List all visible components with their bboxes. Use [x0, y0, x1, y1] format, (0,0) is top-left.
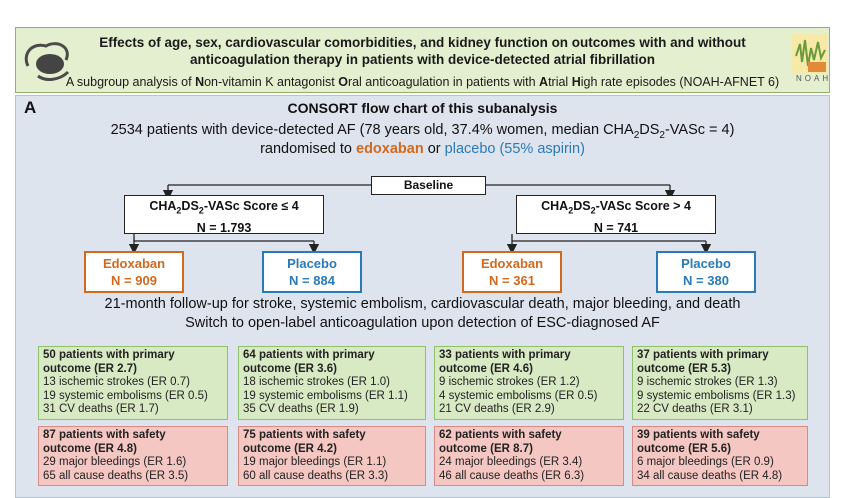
- outcome-line: 19 systemic embolisms (ER 1.1): [243, 389, 408, 402]
- outcome-rate: outcome (ER 5.6): [637, 442, 731, 455]
- outcome-line: 19 systemic embolisms (ER 0.5): [43, 389, 208, 402]
- subtitle-part: N: [195, 75, 205, 89]
- safety-outcome-box: 87 patients with safety outcome (ER 4.8) 2…: [38, 426, 228, 486]
- heart-logo-icon: [24, 42, 70, 81]
- randomisation-text: randomised to edoxaban or placebo (55% a…: [260, 141, 585, 157]
- outcome-line: 19 major bleedings (ER 1.1): [243, 456, 387, 468]
- outcome-line: 24 major bleedings (ER 3.4): [439, 456, 583, 468]
- arm-edoxaban-high: Edoxaban N = 361: [462, 251, 562, 293]
- outcome-line: 35 CV deaths (ER 1.9): [243, 403, 359, 415]
- outcome-line: 65 all cause deaths (ER 3.5): [43, 469, 189, 482]
- outcome-rate: outcome (ER 8.7): [439, 442, 533, 455]
- arm-edoxaban-low: Edoxaban N = 909: [84, 251, 184, 293]
- outcome-heading: 33 patients with primary: [439, 349, 571, 361]
- subtitle-part: trial: [548, 75, 572, 89]
- primary-outcome-box: 33 patients with primary outcome (ER 4.6)…: [434, 346, 624, 420]
- consort-panel: A CONSORT flow chart of this subanalysis…: [15, 95, 830, 498]
- noah-logo-text: NOAH: [796, 74, 832, 83]
- safety-outcome-box: 62 patients with safety outcome (ER 8.7) 2…: [434, 426, 624, 486]
- outcome-heading: 37 patients with primary: [637, 349, 769, 361]
- outcome-line: 46 all cause deaths (ER 6.3): [439, 469, 585, 482]
- subtitle: A subgroup analysis of Non-vitamin K ant…: [16, 75, 829, 89]
- followup-text: 21-month follow-up for stroke, systemic …: [104, 296, 741, 312]
- outcome-line: 21 CV deaths (ER 2.9): [439, 403, 555, 415]
- panel-letter: A: [24, 98, 37, 117]
- subtitle-part: A subgroup analysis of: [65, 75, 196, 89]
- outcome-heading: 50 patients with primary: [43, 349, 175, 361]
- subtitle-part: H: [571, 75, 581, 89]
- outcome-line: 4 systemic embolisms (ER 0.5): [439, 389, 598, 402]
- outcome-rate: outcome (ER 4.2): [243, 442, 337, 455]
- outcome-line: 18 ischemic strokes (ER 1.0): [243, 376, 390, 388]
- outcome-line: 31 CV deaths (ER 1.7): [43, 403, 159, 415]
- arm-placebo-low: Placebo N = 884: [262, 251, 362, 293]
- outcome-heading: 39 patients with safety: [637, 429, 760, 441]
- title-line-2: anticoagulation therapy in patients with…: [189, 52, 656, 67]
- primary-outcome-box: 50 patients with primary outcome (ER 2.7)…: [38, 346, 228, 420]
- group-low-score-box: CHA2DS2-VASc Score ≤ 4 N = 1.793: [124, 195, 324, 235]
- outcome-heading: 62 patients with safety: [439, 429, 562, 441]
- group-low-n: N = 1.793: [196, 220, 252, 235]
- outcome-line: 9 ischemic strokes (ER 1.3): [637, 376, 778, 388]
- subtitle-part: on-vitamin K antagonist: [204, 75, 339, 89]
- population-text: 2534 patients with device-detected AF (7…: [110, 122, 735, 141]
- subtitle-part: igh rate episodes (NOAH-AFNET 6): [580, 75, 780, 89]
- outcome-rate: outcome (ER 3.6): [243, 362, 337, 375]
- arm-placebo-high: Placebo N = 380: [656, 251, 756, 293]
- primary-outcome-box: 64 patients with primary outcome (ER 3.6)…: [238, 346, 426, 420]
- outcome-rate: outcome (ER 5.3): [637, 362, 731, 375]
- switch-text: Switch to open-label anticoagulation upo…: [185, 315, 660, 331]
- title-line-1: Effects of age, sex, cardiovascular como…: [99, 35, 746, 50]
- group-high-n: N = 741: [593, 220, 639, 235]
- noah-logo-icon: [792, 34, 828, 74]
- outcome-rate: outcome (ER 4.6): [439, 362, 533, 375]
- subtitle-part: O: [338, 75, 348, 89]
- outcome-heading: 87 patients with safety: [43, 429, 166, 441]
- outcome-heading: 64 patients with primary: [243, 349, 375, 361]
- outcome-line: 9 systemic embolisms (ER 1.3): [637, 389, 796, 402]
- subtitle-part: A: [539, 75, 549, 89]
- outcome-line: 34 all cause deaths (ER 4.8): [637, 469, 783, 482]
- outcome-rate: outcome (ER 4.8): [43, 442, 137, 455]
- subtitle-part: ral anticoagulation in patients with: [347, 75, 540, 89]
- flow-connectors: [128, 184, 712, 255]
- outcome-line: 13 ischemic strokes (ER 0.7): [43, 376, 190, 388]
- group-high-score-box: CHA2DS2-VASc Score > 4 N = 741: [516, 195, 716, 235]
- title-banner: Effects of age, sex, cardiovascular como…: [15, 27, 830, 93]
- baseline-box: Baseline: [371, 176, 486, 195]
- safety-outcome-box: 75 patients with safety outcome (ER 4.2) 1…: [238, 426, 426, 486]
- outcome-line: 60 all cause deaths (ER 3.3): [243, 469, 389, 482]
- outcome-heading: 75 patients with safety: [243, 429, 366, 441]
- outcome-line: 9 ischemic strokes (ER 1.2): [439, 376, 580, 388]
- outcome-line: 29 major bleedings (ER 1.6): [43, 456, 187, 468]
- safety-outcome-box: 39 patients with safety outcome (ER 5.6) 6…: [632, 426, 808, 486]
- outcome-rate: outcome (ER 2.7): [43, 362, 137, 375]
- outcome-line: 6 major bleedings (ER 0.9): [637, 456, 774, 468]
- panel-title: CONSORT flow chart of this subanalysis: [287, 100, 558, 116]
- primary-outcome-box: 37 patients with primary outcome (ER 5.3)…: [632, 346, 808, 420]
- outcome-line: 22 CV deaths (ER 3.1): [637, 403, 753, 415]
